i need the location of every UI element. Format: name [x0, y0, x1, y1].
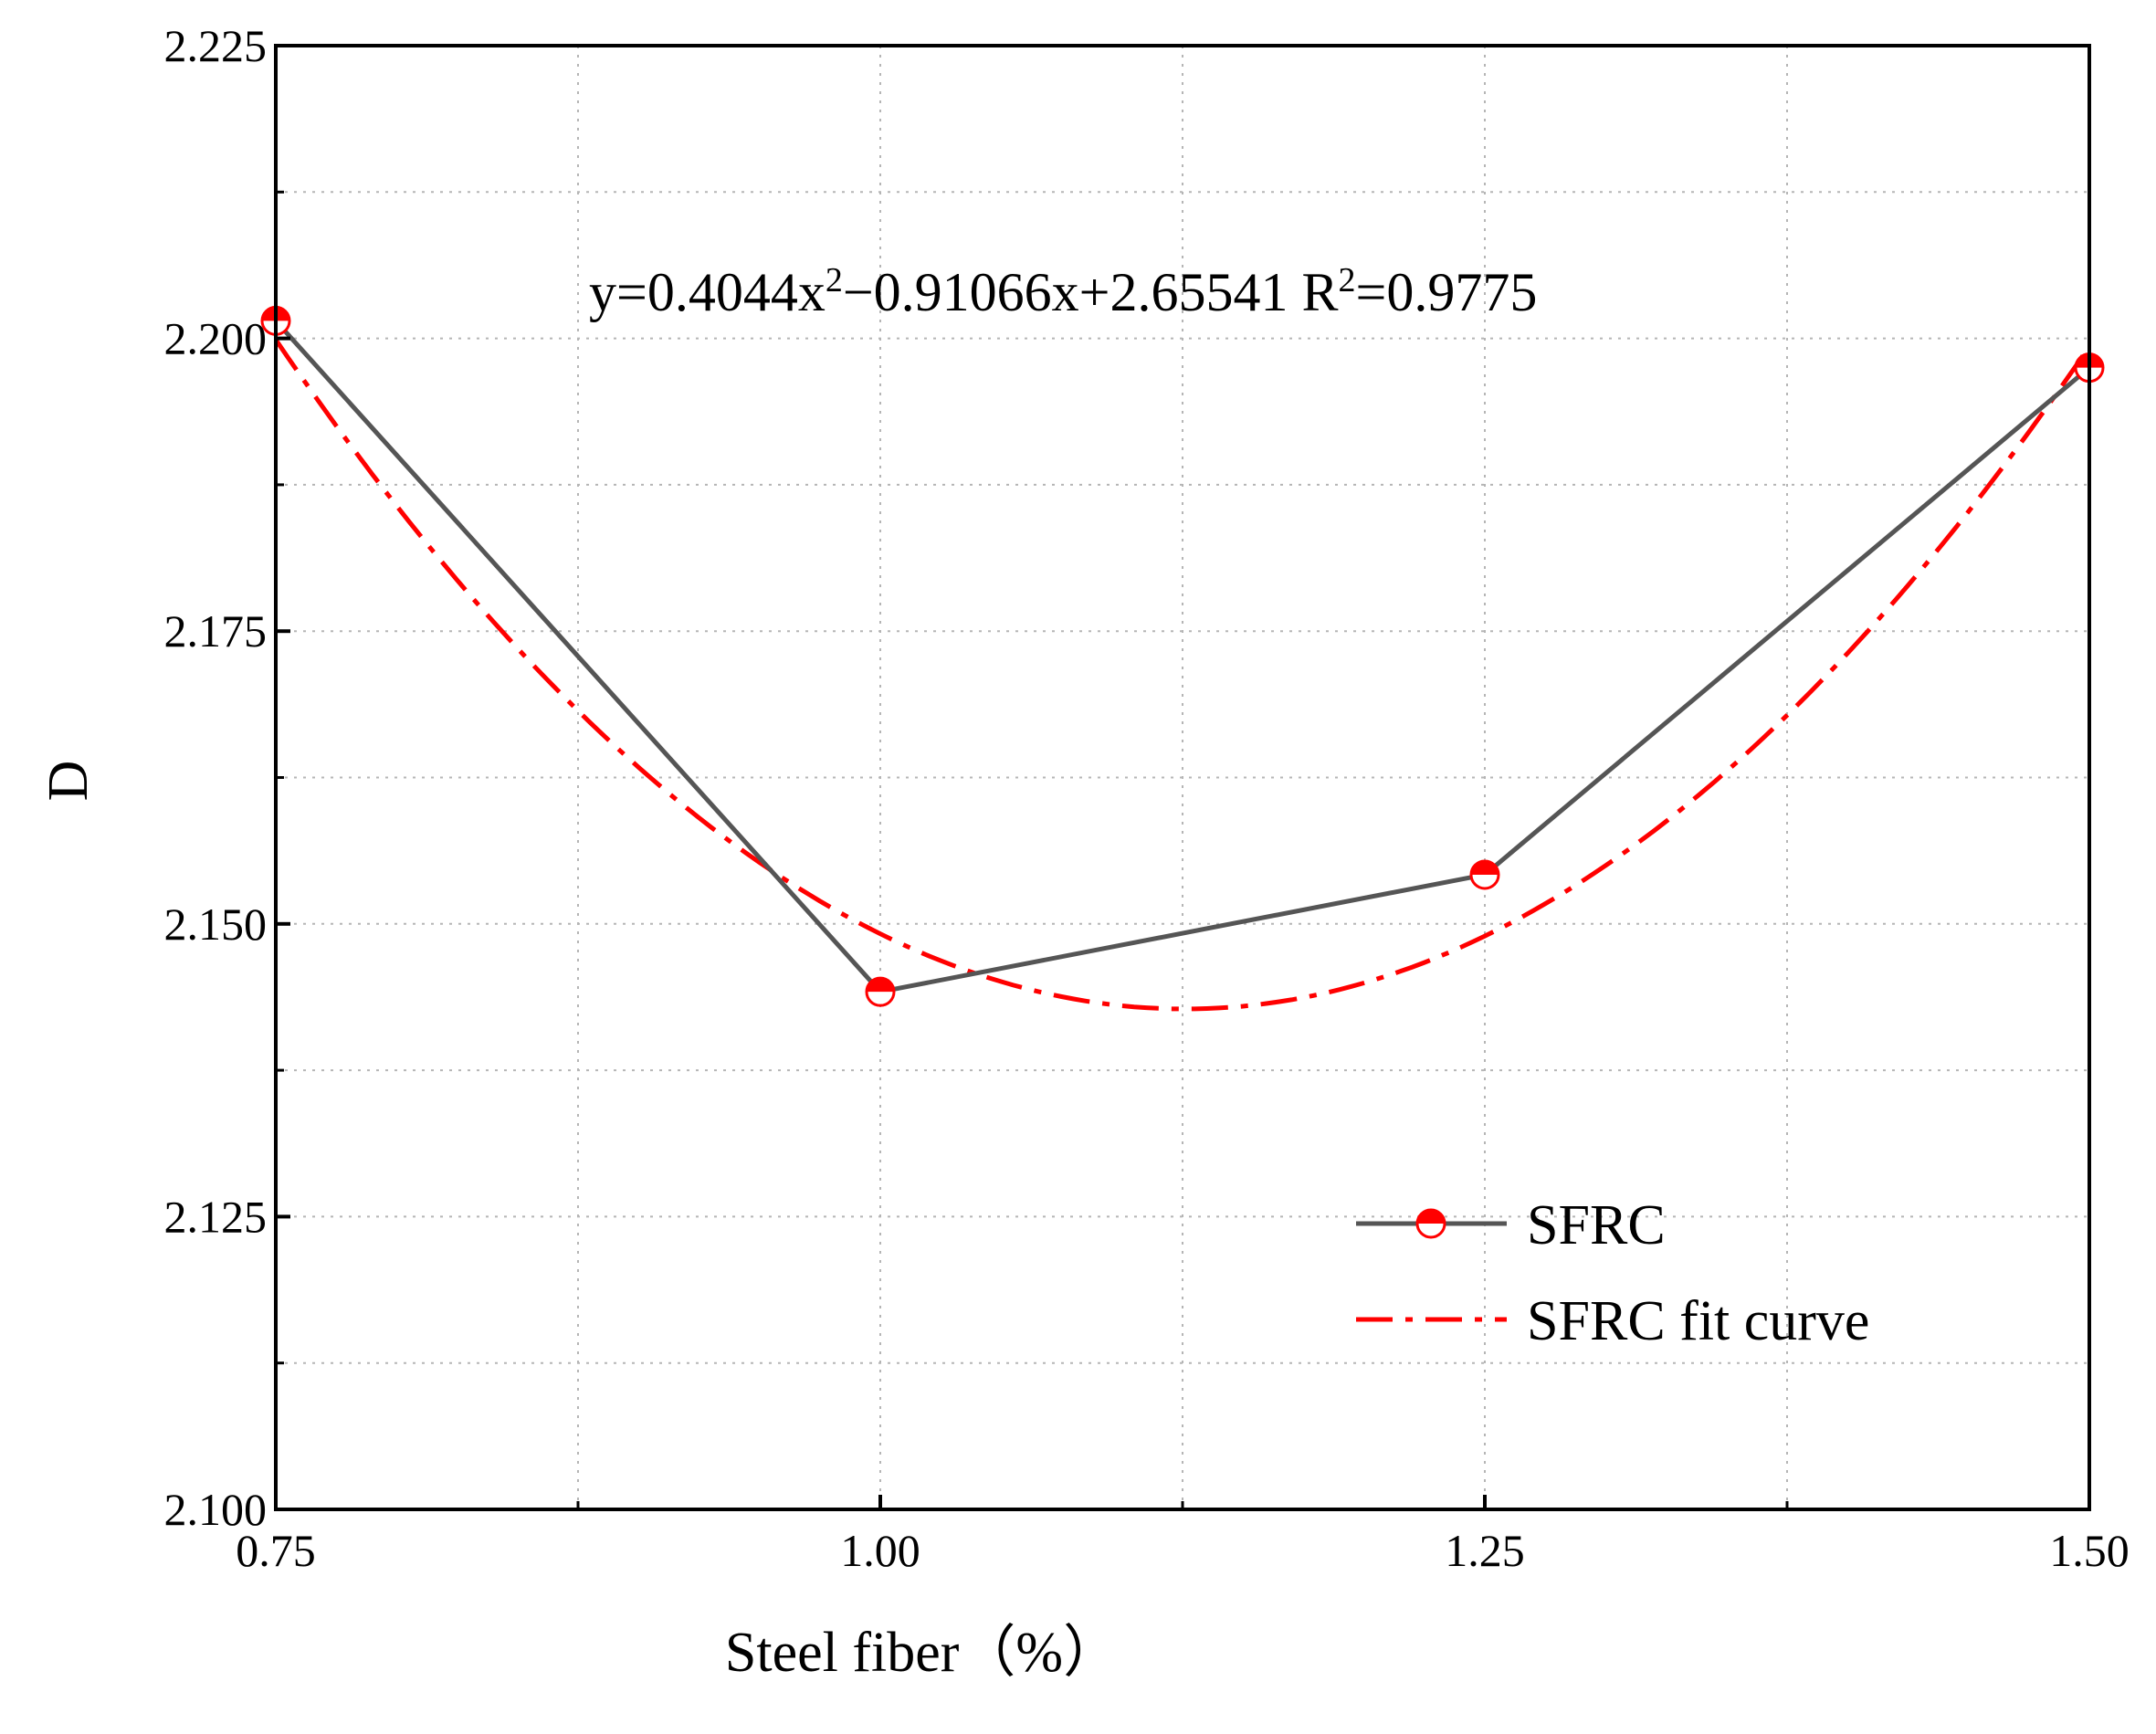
y-axis-title: D [37, 761, 100, 802]
grid [276, 46, 2089, 1509]
y-tick-label: 2.125 [164, 1191, 268, 1242]
series-layer [260, 305, 2105, 1012]
legend-marker-sfrc [1415, 1208, 1446, 1239]
equation-annotation: y=0.4044x2−0.91066x+2.65541 R2=0.9775 [589, 261, 1537, 322]
y-tick-label: 2.175 [164, 605, 268, 657]
y-tick-label: 2.100 [164, 1484, 268, 1535]
sfrc-line [274, 319, 2091, 994]
sfrc-data-point [1469, 859, 1500, 890]
y-tick-label: 2.150 [164, 899, 268, 950]
x-tick-label: 1.00 [840, 1525, 920, 1576]
x-axis-title: Steel fiber（%） [725, 1622, 1120, 1684]
y-tick-label: 2.200 [164, 313, 268, 364]
x-tick-label: 1.25 [1445, 1525, 1525, 1576]
sfrc-data-point [865, 976, 896, 1007]
fit-curve-line [273, 338, 2092, 1012]
y-tick-label: 2.225 [164, 20, 268, 71]
legend: SFRC SFRC fit curve [1356, 1194, 1869, 1352]
legend-label-fit: SFRC fit curve [1527, 1290, 1869, 1352]
x-tick-label: 0.75 [236, 1525, 316, 1576]
legend-label-sfrc: SFRC [1527, 1194, 1666, 1256]
ticks: 2.100 2.125 2.150 2.175 2.200 2.225 0.75 1.00 1.… [164, 20, 2130, 1576]
x-tick-label: 1.50 [2049, 1525, 2130, 1576]
